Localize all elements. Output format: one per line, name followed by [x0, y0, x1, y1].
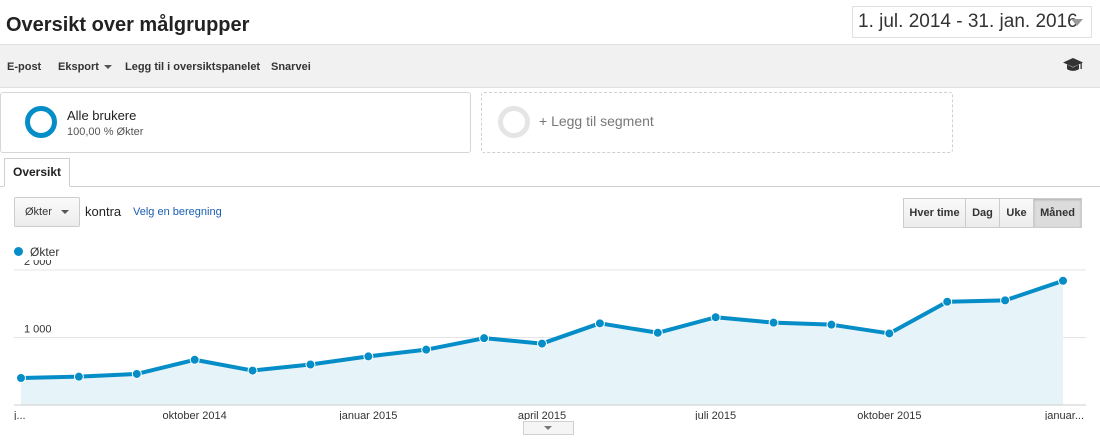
x-tick-label: j... [13, 410, 26, 420]
report-toolbar: E-post Eksport Legg til i oversiktspanel… [0, 44, 1100, 88]
chevron-down-icon [544, 426, 552, 430]
export-button[interactable]: Eksport [58, 61, 112, 73]
y-tick-label: 2 000 [24, 260, 52, 268]
add-to-dashboard-button[interactable]: Legg til i oversiktspanelet [125, 61, 261, 73]
chart-expand-handle[interactable] [523, 421, 574, 435]
data-point [942, 296, 953, 307]
data-point [131, 368, 142, 379]
data-point [305, 359, 316, 370]
shortcut-button[interactable]: Snarvei [271, 61, 311, 73]
tab-bar-divider [0, 186, 1100, 187]
x-tick-label: oktober 2015 [857, 410, 921, 420]
data-point [16, 373, 26, 383]
add-segment-button[interactable]: + Legg til segment [481, 92, 953, 153]
segment-ring-icon [25, 106, 57, 138]
chevron-down-icon [1071, 19, 1083, 26]
data-point [421, 344, 432, 355]
granularity-hourly-button[interactable]: Hver time [903, 198, 966, 228]
series-area [21, 280, 1063, 405]
legend-series-dot [14, 247, 23, 256]
graduation-cap-icon[interactable] [1062, 57, 1084, 73]
data-point [884, 328, 895, 339]
chevron-down-icon [61, 210, 69, 214]
segment-all-users[interactable]: Alle brukere 100,00 % Økter [0, 92, 471, 153]
segment-detail: 100,00 % Økter [67, 126, 144, 138]
data-point [537, 338, 547, 349]
granularity-monthly-button[interactable]: Måned [1033, 198, 1082, 228]
data-point [363, 351, 374, 362]
select-metric-link[interactable]: Velg en beregning [133, 206, 222, 218]
x-tick-label: oktober 2014 [163, 410, 227, 420]
data-point [479, 333, 490, 344]
email-button[interactable]: E-post [7, 61, 42, 73]
data-point [826, 319, 837, 330]
versus-label: kontra [85, 204, 122, 219]
date-range-picker[interactable]: 1. jul. 2014 - 31. jan. 2016 [852, 6, 1092, 38]
x-tick-label: januar... [1044, 410, 1084, 420]
data-point [1000, 295, 1011, 306]
y-tick-label: 1 000 [24, 324, 52, 336]
data-point [247, 365, 258, 376]
data-point [768, 317, 779, 328]
page-header: Oversikt over målgrupper 1. jul. 2014 - … [0, 0, 1100, 44]
tab-overview[interactable]: Oversikt [4, 158, 70, 187]
chevron-down-icon [103, 65, 112, 70]
granularity-toggle: Hver time Dag Uke Måned [903, 198, 1082, 228]
x-tick-label: januar 2015 [338, 410, 397, 420]
legend-series-label: Økter [30, 245, 60, 259]
sessions-chart: 1 000 2 000 j... oktober 2014 januar 2015 apr… [13, 260, 1086, 420]
empty-segment-ring-icon [498, 106, 530, 138]
segment-name: Alle brukere [67, 108, 137, 123]
x-tick-label: juli 2015 [694, 410, 736, 420]
data-point [710, 312, 721, 323]
x-tick-label: april 2015 [518, 410, 566, 420]
data-point [652, 327, 663, 338]
data-point [594, 318, 605, 329]
granularity-daily-button[interactable]: Dag [965, 198, 1000, 228]
add-segment-label: + Legg til segment [539, 113, 654, 129]
data-point [73, 371, 84, 382]
metric-select-label: Økter [25, 206, 52, 218]
export-label: Eksport [58, 61, 99, 73]
page-title: Oversikt over målgrupper [6, 14, 250, 36]
data-point [189, 354, 200, 365]
granularity-weekly-button[interactable]: Uke [999, 198, 1034, 228]
date-range-label: 1. jul. 2014 - 31. jan. 2016 [858, 11, 1078, 32]
data-point [1058, 275, 1068, 286]
metric-select[interactable]: Økter [14, 197, 80, 227]
